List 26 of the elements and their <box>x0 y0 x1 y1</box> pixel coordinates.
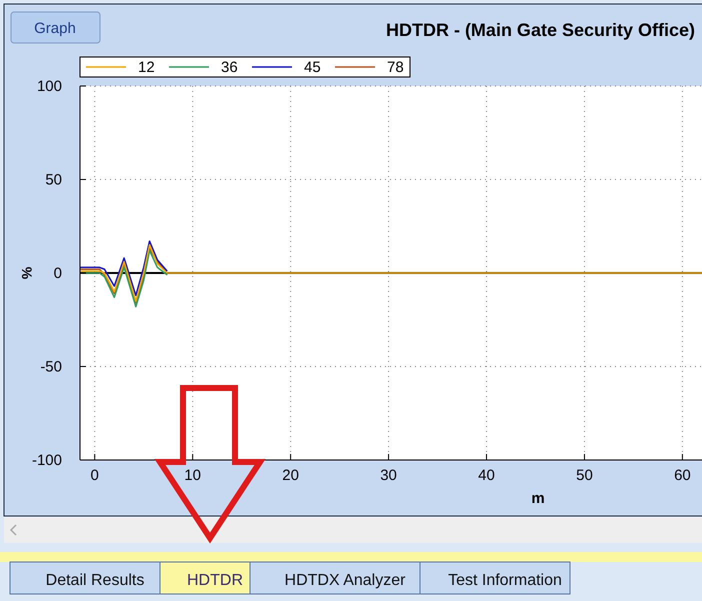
y-tick-label: 50 <box>45 172 62 188</box>
chart-title: HDTDR - (Main Gate Security Office) <box>386 20 695 40</box>
x-tick-label: 10 <box>184 467 201 484</box>
text: Graph <box>34 20 76 37</box>
x-tick-label: 50 <box>576 467 593 484</box>
x-tick-label: 40 <box>478 467 495 484</box>
legend-label: 45 <box>304 59 321 76</box>
x-tick-label: 60 <box>674 467 691 484</box>
legend-label: 36 <box>221 59 238 76</box>
x-axis-title: m <box>531 490 545 507</box>
y-axis-title: % <box>19 266 35 280</box>
legend-label: 12 <box>138 59 155 76</box>
y-tick-label: -50 <box>40 358 62 376</box>
y-tick-label: 100 <box>36 78 62 95</box>
x-tick-label: 30 <box>380 467 397 484</box>
text: Detail Results <box>46 572 144 589</box>
x-tick-label: 20 <box>282 467 299 484</box>
x-tick-label: 0 <box>90 467 99 484</box>
text: HDTDR <box>187 572 243 589</box>
legend-label: 78 <box>387 59 404 76</box>
y-tick-label: -100 <box>32 452 62 469</box>
text: Test Information <box>448 572 562 589</box>
line-series <box>79 244 702 302</box>
y-tick-label: 0 <box>54 265 62 282</box>
line-series <box>79 240 168 296</box>
text: HDTDX Analyzer <box>284 572 406 589</box>
